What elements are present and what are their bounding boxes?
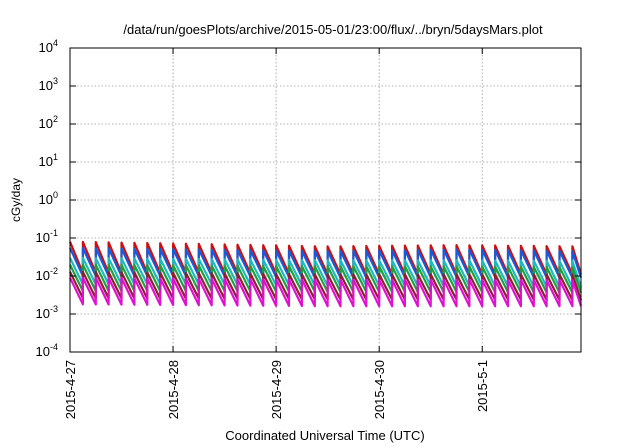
y-tick-base: 10 (36, 344, 50, 359)
x-tick-label: 2015-5-1 (475, 360, 490, 412)
x-tick-label: 2015-4-28 (166, 360, 181, 419)
series-line (69, 276, 583, 308)
y-tick-base: 10 (39, 78, 53, 93)
y-tick-exponent: 0 (53, 190, 58, 200)
y-tick-label: 10-4 (36, 342, 58, 359)
y-tick-label: 10-3 (36, 304, 58, 321)
x-tick-label: 2015-4-27 (63, 360, 78, 419)
y-tick-base: 10 (36, 306, 50, 321)
y-tick-label: 10-2 (36, 266, 58, 283)
y-tick-base: 10 (39, 192, 53, 207)
x-tick-label: 2015-4-29 (269, 360, 284, 419)
grid (70, 48, 581, 352)
y-tick-label: 10-1 (36, 228, 58, 245)
x-axis-label: Coordinated Universal Time (UTC) (225, 428, 424, 443)
y-tick-exponent: -1 (50, 228, 58, 238)
x-axis: 2015-4-27 2015-4-28 2015-4-29 2015-4-30 2015… (63, 48, 490, 419)
y-tick-label: 104 (39, 38, 58, 55)
y-tick-label: 100 (39, 190, 58, 207)
y-tick-exponent: -3 (50, 304, 58, 314)
y-tick-base: 10 (39, 116, 53, 131)
y-tick-exponent: 4 (53, 38, 58, 48)
y-tick-exponent: -2 (50, 266, 58, 276)
y-tick-base: 10 (36, 230, 50, 245)
chart-title: /data/run/goesPlots/archive/2015-05-01/2… (123, 22, 543, 37)
y-tick-label: 102 (39, 114, 58, 131)
y-tick-exponent: 1 (53, 152, 58, 162)
y-tick-base: 10 (36, 268, 50, 283)
y-tick-label: 101 (39, 152, 58, 169)
series-layer (68, 240, 583, 308)
y-tick-base: 10 (39, 154, 53, 169)
y-tick-label: 103 (39, 76, 58, 93)
y-axis-label: cGy/day (9, 178, 23, 222)
y-tick-exponent: -4 (50, 342, 58, 352)
x-tick-label: 2015-4-30 (372, 360, 387, 419)
y-tick-exponent: 2 (53, 114, 58, 124)
y-tick-exponent: 3 (53, 76, 58, 86)
y-tick-base: 10 (39, 40, 53, 55)
